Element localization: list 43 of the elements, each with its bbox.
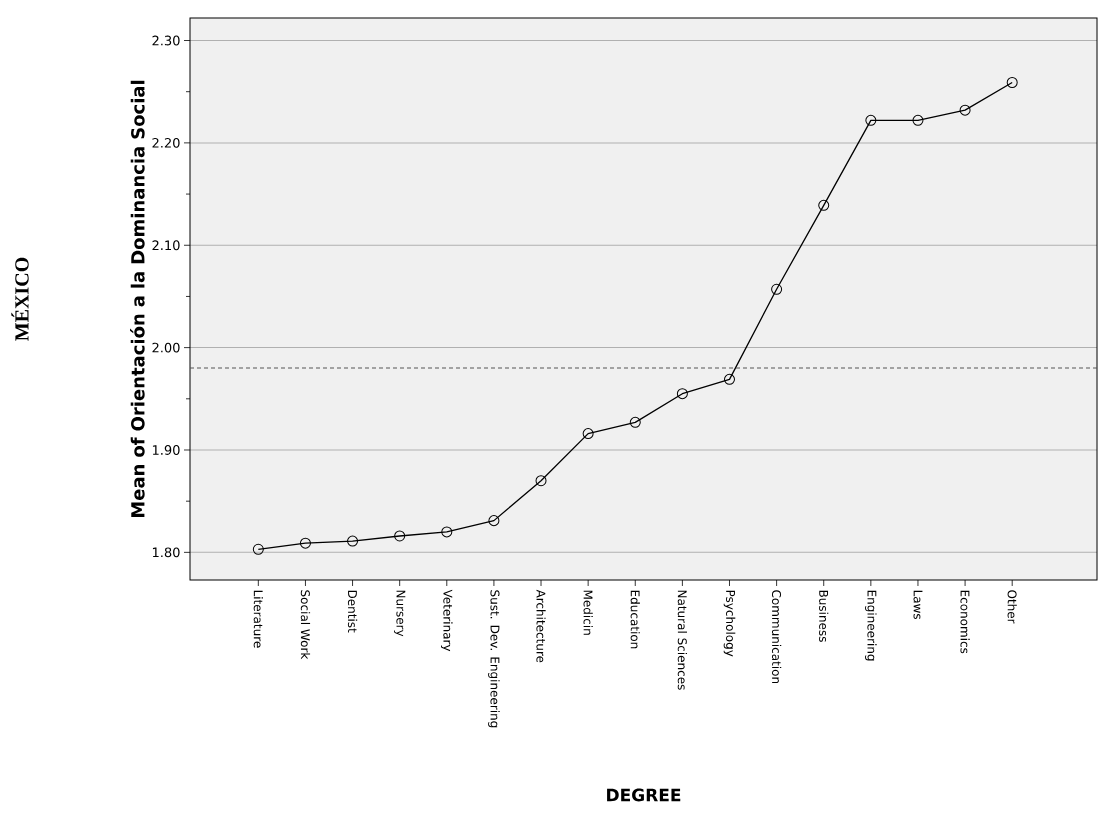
x-tick-label: Medicin [583,590,593,635]
point [347,535,359,547]
point [676,388,688,400]
x-tick-label: Veterinary [440,589,453,652]
y-tick-label: 2.30 [152,35,180,46]
x-tick-label: Business [819,590,829,642]
y-tick-label: 2.10 [152,240,180,251]
x-tick-label: Communication [771,590,782,684]
x-tick-label: Nursery [394,590,406,637]
point [488,515,500,527]
point [865,114,877,126]
point [724,373,735,385]
x-tick-label: Engineering [865,590,877,661]
y-tick-label: 2.00 [152,342,180,353]
x-tick-label: Literature [253,590,263,648]
x-tick-label: Social Work [300,590,311,660]
x-tick-label: Economics [960,590,970,654]
point [299,537,311,549]
x-tick-label: Dentist [347,590,358,633]
text: MÉXICO [11,257,29,341]
point [394,530,406,542]
x-tick-label: Laws [913,590,923,620]
point [959,104,971,116]
x-axis-title: DEGREE [607,788,681,802]
x-tick-label: Sust. Dev. Engineering [488,590,500,728]
point [441,526,453,538]
x-tick-label: Psychology [723,590,736,657]
x-tick-label: Education [630,590,640,649]
point [1006,76,1018,88]
x-tick-label: Other [1007,590,1017,624]
y-tick-label: 1.90 [152,445,180,455]
point [535,475,547,487]
point [818,199,830,211]
point [912,114,924,126]
point [771,283,783,295]
x-tick-label: Architecture [536,589,546,663]
x-tick-label: Natural Sciences [677,590,688,690]
point [252,543,264,555]
point [582,428,594,440]
y-tick-label: 1.80 [152,547,180,558]
y-axis-title: Mean of Orientación a la Dominancia Social [130,80,145,518]
point [629,416,641,428]
y-tick-label: 2.20 [152,137,180,148]
